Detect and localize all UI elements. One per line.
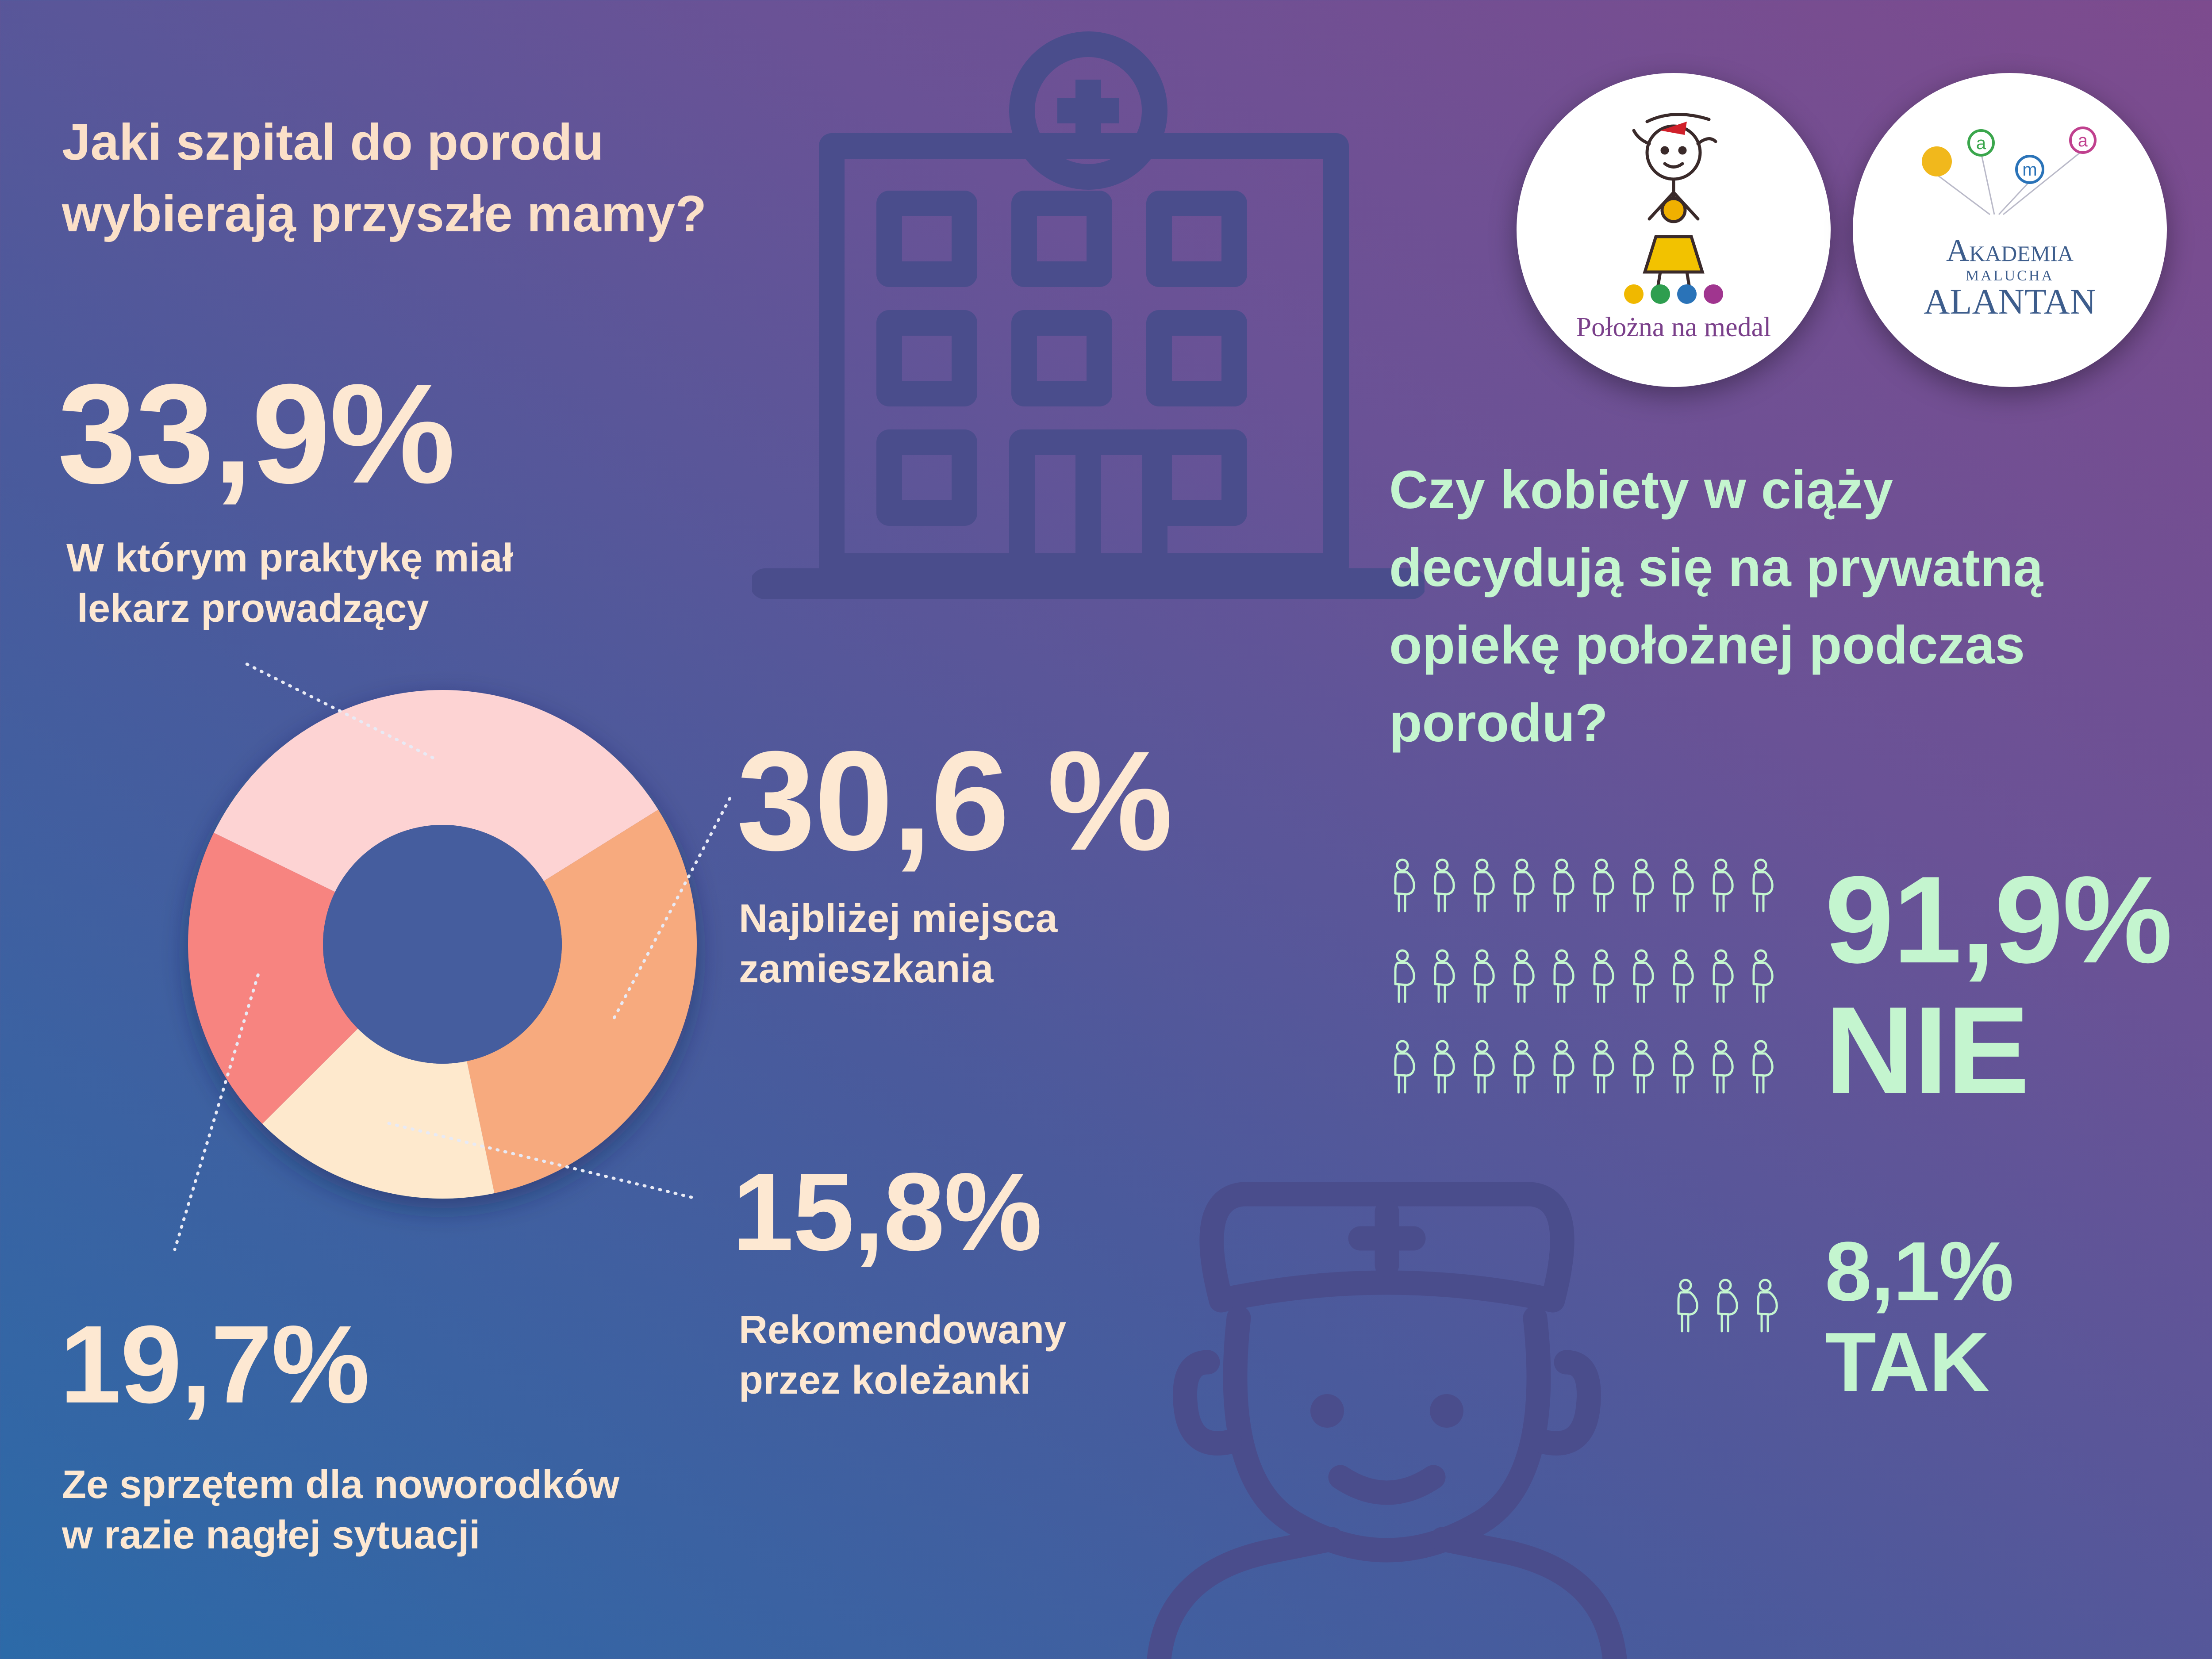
- answer-yes-label: TAK: [1825, 1315, 1989, 1409]
- pregnant-woman-icon: [1713, 858, 1734, 912]
- pregnant-woman-icon: [1752, 858, 1774, 912]
- pregnant-woman-icon: [1717, 1279, 1738, 1333]
- pregnant-woman-icon: [1713, 1040, 1734, 1094]
- logo-alantan-line-2: Malucha: [1966, 268, 2054, 284]
- pregnant-woman-icon: [1513, 858, 1535, 912]
- pregnant-woman-icon: [1593, 1040, 1614, 1094]
- pregnant-woman-icon: [1553, 1040, 1575, 1094]
- logo-alantan-letter-1: a: [1976, 134, 1986, 153]
- leader-line-najblizej-miejsca: [613, 792, 734, 1019]
- pregnant-woman-icon: [1553, 858, 1575, 912]
- donut-hole: [323, 825, 562, 1064]
- hospital-icon: [752, 31, 1425, 599]
- left-heading-line-2: wybierają przyszłe mamy?: [62, 185, 707, 243]
- pregnant-woman-icon: [1394, 1040, 1415, 1094]
- pregnant-woman-icon: [1752, 1040, 1774, 1094]
- nurse-icon: [1147, 1182, 1627, 1659]
- right-heading-line-2: decydują się na prywatną: [1389, 537, 2043, 598]
- left-heading-line-1: Jaki szpital do porodu: [62, 113, 604, 171]
- right-heading-line-1: Czy kobiety w ciąży: [1389, 460, 1893, 520]
- logo-alantan-balloons: a m a: [1922, 126, 2097, 215]
- donut-slice-sprzet-noworodki: [188, 832, 358, 1124]
- stat-value-4: 19,7%: [60, 1303, 370, 1426]
- logo-polozna-dots: [1624, 284, 1723, 304]
- pregnant-woman-icon: [1553, 949, 1575, 1003]
- pictogram-grid-yes: [1677, 1279, 1778, 1333]
- leader-line-sprzet-noworodki: [173, 973, 260, 1251]
- donut-slice-lekarz-prowadzacy: [214, 690, 658, 892]
- left-heading: Jaki szpital do porodu wybierają przyszł…: [62, 106, 902, 250]
- stat-caption-2-line-1: Najbliżej miejsca: [739, 897, 1058, 941]
- pregnant-woman-icon: [1394, 949, 1415, 1003]
- pregnant-woman-icon: [1757, 1279, 1778, 1333]
- stat-caption-3: Rekomendowany przez koleżanki: [739, 1305, 1066, 1406]
- logo-polozna-text: Położna na medal: [1576, 312, 1771, 342]
- donut-slice-rekomendowany: [262, 1028, 495, 1199]
- stat-caption-3-line-2: przez koleżanki: [739, 1358, 1031, 1403]
- leader-line-rekomendowany: [387, 1122, 699, 1200]
- stat-caption-4-line-1: Ze sprzętem dla noworodków: [62, 1463, 620, 1507]
- logo-polozna-na-medal: Położna na medal: [1517, 73, 1831, 387]
- answer-no-label: NIE: [1825, 981, 2030, 1119]
- pregnant-woman-icon: [1513, 949, 1535, 1003]
- logo-polozna-figure: [1632, 113, 1717, 300]
- stat-value-1: 33,9%: [58, 354, 455, 513]
- pregnant-woman-icon: [1434, 949, 1455, 1003]
- stat-caption-3-line-1: Rekomendowany: [739, 1308, 1067, 1352]
- leader-line-lekarz-prowadzacy: [239, 659, 434, 759]
- right-heading-line-3: opiekę położnej podczas: [1389, 615, 2025, 675]
- logo-alantan-letter-3: a: [2078, 131, 2088, 150]
- pregnant-woman-icon: [1673, 1040, 1694, 1094]
- pregnant-woman-icon: [1633, 949, 1654, 1003]
- answer-yes-value: 8,1%: [1825, 1225, 2014, 1318]
- answer-no-value: 91,9%: [1825, 851, 2173, 989]
- logo-alantan-line-1: Akademia: [1946, 233, 2074, 268]
- pregnant-woman-icon: [1593, 858, 1614, 912]
- stat-caption-1-line-1: W którym praktykę miał: [66, 536, 514, 580]
- pregnant-woman-icon: [1713, 949, 1734, 1003]
- pregnant-woman-icon: [1673, 858, 1694, 912]
- pregnant-woman-icon: [1677, 1279, 1698, 1333]
- pregnant-woman-icon: [1394, 858, 1415, 912]
- pregnant-woman-icon: [1593, 949, 1614, 1003]
- pictogram-grid-no: [1394, 858, 1774, 1094]
- pregnant-woman-icon: [1633, 858, 1654, 912]
- pregnant-woman-icon: [1752, 949, 1774, 1003]
- logo-alantan-letter-2: m: [2022, 160, 2037, 180]
- logo-alantan-line-3: Alantan: [1924, 281, 2096, 322]
- right-heading-line-4: porodu?: [1389, 693, 1608, 753]
- pregnant-woman-icon: [1474, 949, 1495, 1003]
- stat-caption-4-line-2: w razie nagłej sytuacji: [62, 1513, 480, 1558]
- stat-value-3: 15,8%: [732, 1150, 1042, 1273]
- stat-caption-1: W którym praktykę miał lekarz prowadzący: [66, 533, 513, 634]
- logo-akademia-alantan: a m a Akademia Malucha Alantan: [1853, 73, 2167, 387]
- pregnant-woman-icon: [1474, 1040, 1495, 1094]
- donut-slice-najblizej-miejsca: [467, 809, 697, 1193]
- stat-caption-2: Najbliżej miejsca zamieszkania: [739, 893, 1057, 995]
- pregnant-woman-icon: [1673, 949, 1694, 1003]
- right-heading: Czy kobiety w ciąży decydują się na pryw…: [1389, 451, 2194, 762]
- pregnant-woman-icon: [1633, 1040, 1654, 1094]
- stat-caption-4: Ze sprzętem dla noworodków w razie nagłe…: [62, 1460, 619, 1561]
- pregnant-woman-icon: [1474, 858, 1495, 912]
- stat-caption-2-line-2: zamieszkania: [739, 947, 994, 992]
- pregnant-woman-icon: [1434, 1040, 1455, 1094]
- stat-caption-1-line-2: lekarz prowadzący: [77, 586, 429, 631]
- pregnant-woman-icon: [1434, 858, 1455, 912]
- stat-value-2: 30,6 %: [737, 721, 1173, 880]
- pregnant-woman-icon: [1513, 1040, 1535, 1094]
